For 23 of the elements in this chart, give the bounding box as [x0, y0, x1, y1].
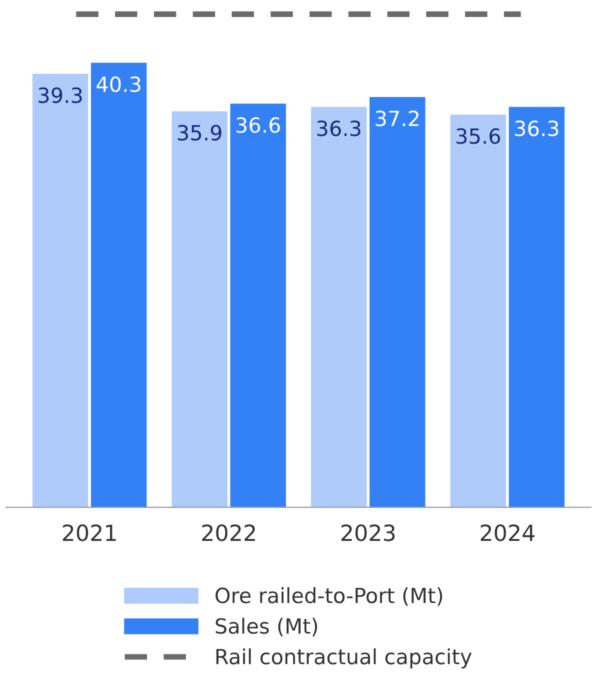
bar [230, 104, 286, 508]
bar [311, 106, 367, 508]
data-label: 35.9 [178, 124, 222, 141]
x-tick-label: 2023 [342, 524, 395, 542]
data-label: 39.3 [38, 87, 82, 104]
legend-label: Rail contractual capacity [216, 648, 472, 669]
data-label: 37.2 [376, 110, 419, 126]
data-label: 35.6 [456, 128, 500, 144]
legend-label: Sales (Mt) [216, 618, 318, 636]
bar [508, 106, 565, 508]
x-tick-label: 2022 [202, 524, 255, 542]
bar [370, 96, 426, 508]
bar [90, 62, 147, 508]
data-label: 36.3 [515, 120, 558, 136]
data-label: 40.3 [96, 76, 140, 92]
legend-label: Ore railed-to-Port (Mt) [216, 587, 442, 606]
x-tick-label: 2024 [480, 524, 534, 542]
data-label: 36.3 [317, 120, 360, 136]
bar [450, 114, 506, 508]
bar [172, 111, 228, 508]
data-label: 36.6 [236, 117, 280, 133]
x-tick-label: 2021 [62, 524, 116, 542]
bar [32, 74, 88, 508]
